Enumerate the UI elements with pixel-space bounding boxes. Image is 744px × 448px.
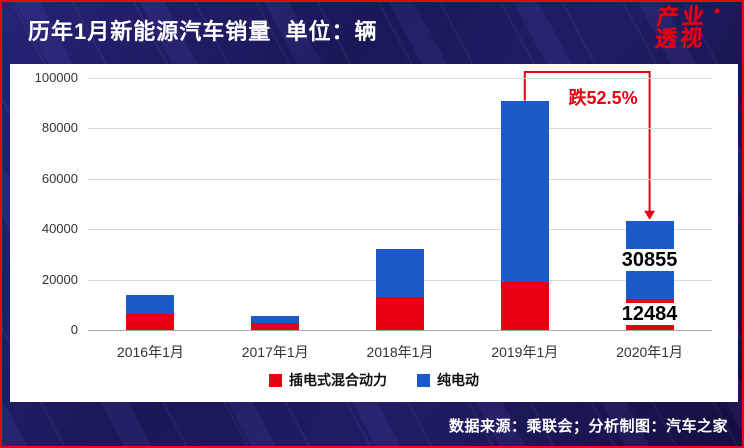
legend-label: 纯电动 <box>437 372 479 388</box>
bar-segment-phev <box>126 313 175 330</box>
legend-label: 插电式混合动力 <box>289 372 387 388</box>
bar-segment-phev <box>500 282 549 330</box>
logo-text-line2: 透视 <box>653 26 707 52</box>
bar-segment-bev <box>500 100 549 283</box>
x-axis-label: 2019年1月 <box>491 344 559 360</box>
chart-panel: 插电式混合动力 纯电动 0 20000 40000 60000 80000 100000 20… <box>10 64 738 402</box>
brand-logo: 产业 透视 <box>653 4 720 52</box>
y-tick-label: 60000 <box>41 170 78 186</box>
y-tick-label: 80000 <box>41 120 78 136</box>
x-axis-label: 2018年1月 <box>366 344 434 360</box>
legend-swatch-icon <box>269 373 282 387</box>
bar-value-label: 30855 <box>618 248 681 271</box>
gridline <box>88 229 712 231</box>
legend-item-phev: 插电式混合动力 <box>269 370 387 390</box>
logo-dot-decoration <box>714 8 720 14</box>
x-axis-line <box>88 330 712 331</box>
legend-item-bev: 纯电动 <box>417 370 479 390</box>
legend-swatch-icon <box>417 373 430 387</box>
bar-value-label: 12484 <box>618 303 681 326</box>
gridline <box>88 178 712 180</box>
chart-legend: 插电式混合动力 纯电动 <box>10 370 738 390</box>
bar-segment-phev <box>251 323 300 330</box>
y-tick-label: 40000 <box>41 221 78 237</box>
drop-percentage-label: 跌52.5% <box>568 88 638 108</box>
x-axis-label: 2016年1月 <box>116 344 184 360</box>
gridline <box>88 78 712 79</box>
x-axis-label: 2017年1月 <box>241 344 309 360</box>
y-tick-label: 0 <box>70 322 78 337</box>
bar-segment-bev <box>126 294 175 314</box>
gridline <box>88 128 712 130</box>
page-title: 历年1月新能源汽车销量 单位：辆 <box>28 19 378 44</box>
data-source-credit: 数据来源：乘联会；分析制图：汽车之家 <box>448 418 728 435</box>
x-axis-label: 2020年1月 <box>616 344 684 360</box>
y-tick-label: 20000 <box>41 271 78 287</box>
bar-segment-phev <box>376 297 424 330</box>
bar-segment-bev <box>376 249 424 298</box>
y-tick-label: 100000 <box>34 70 78 85</box>
bar-segment-bev <box>251 316 300 324</box>
